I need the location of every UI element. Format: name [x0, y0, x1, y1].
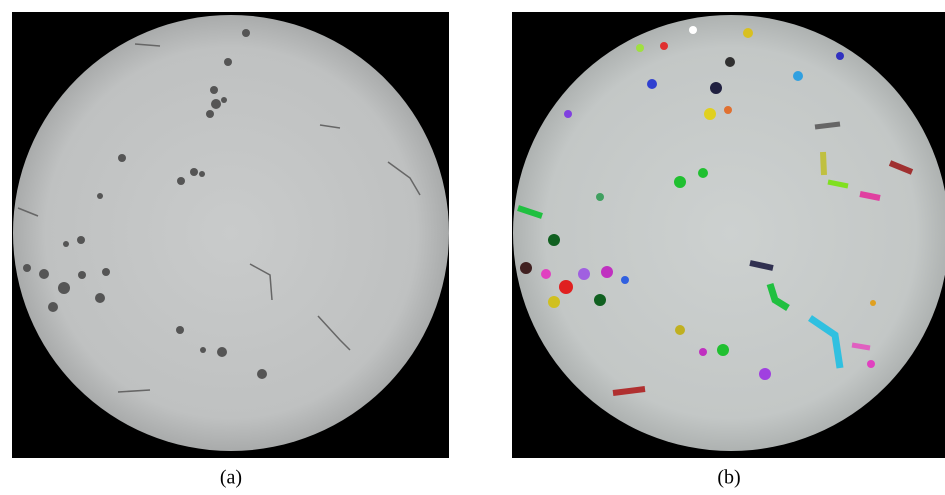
- panel-b: [512, 12, 945, 458]
- image-disc: [513, 15, 945, 451]
- panel-label: (a): [220, 467, 242, 489]
- figure: (a) (b): [0, 0, 945, 495]
- image-disc: [13, 15, 449, 451]
- panel-label: (b): [717, 467, 740, 489]
- panel-a: [12, 12, 449, 458]
